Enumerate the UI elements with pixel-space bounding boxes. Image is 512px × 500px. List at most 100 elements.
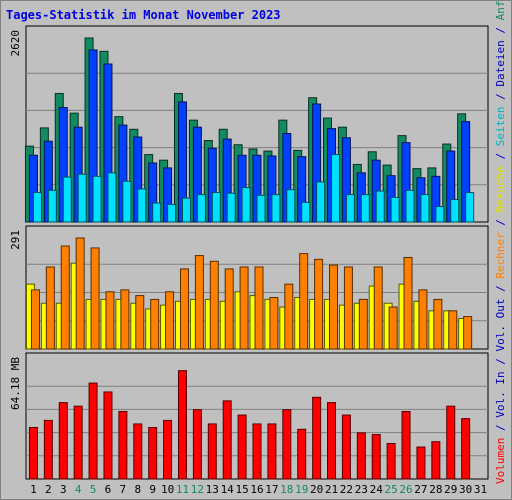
legend-entry: / xyxy=(494,418,507,438)
x-tick-label: 5 xyxy=(90,483,97,496)
bar-volumen-21 xyxy=(327,402,337,480)
legend-entry: Besuche xyxy=(494,166,507,212)
bar-rechner-17 xyxy=(269,297,279,350)
x-tick-label: 15 xyxy=(235,483,248,496)
x-tick-label: 24 xyxy=(370,483,384,496)
bar-rechner-29 xyxy=(448,310,458,350)
bar-rechner-6 xyxy=(105,291,115,350)
legend-entry: Rechner xyxy=(494,232,507,279)
legend-entry: / xyxy=(494,279,507,299)
bar-rechner-18 xyxy=(284,283,294,350)
legend-entry: Volumen xyxy=(494,438,507,484)
bar-volumen-6 xyxy=(103,391,113,480)
legend-entry: Vol. In xyxy=(494,371,507,417)
x-tick-label: 16 xyxy=(250,483,263,496)
x-tick-label: 14 xyxy=(221,483,235,496)
bar-rechner-2 xyxy=(45,266,55,350)
legend-entry: Anfragen xyxy=(494,0,507,20)
bar-volumen-26 xyxy=(401,411,411,480)
bar-volumen-1 xyxy=(28,426,38,480)
bar-seiten-16 xyxy=(256,194,266,223)
bar-seiten-8 xyxy=(137,188,147,223)
bar-rechner-16 xyxy=(254,266,264,350)
legend-entry: / xyxy=(494,146,507,166)
y-max-label: 2620 xyxy=(9,30,22,57)
bar-rechner-27 xyxy=(418,289,428,350)
x-tick-label: 26 xyxy=(399,483,412,496)
bar-rechner-3 xyxy=(60,245,70,350)
bar-seiten-2 xyxy=(47,189,57,223)
bar-rechner-30 xyxy=(463,316,473,350)
bar-seiten-11 xyxy=(181,197,191,223)
bar-rechner-22 xyxy=(343,266,353,350)
bar-volumen-15 xyxy=(237,414,247,480)
bar-seiten-29 xyxy=(450,199,460,223)
bar-rechner-5 xyxy=(90,247,100,350)
bar-seiten-10 xyxy=(167,203,177,223)
bar-rechner-28 xyxy=(433,298,443,350)
bar-volumen-8 xyxy=(133,423,143,480)
bar-seiten-14 xyxy=(226,192,236,223)
x-tick-label: 13 xyxy=(206,483,219,496)
bar-seiten-25 xyxy=(390,196,400,223)
bar-seiten-27 xyxy=(420,194,430,223)
bar-rechner-7 xyxy=(120,289,130,350)
legend-entry: / xyxy=(494,352,507,372)
bar-rechner-8 xyxy=(135,295,145,350)
bar-volumen-19 xyxy=(297,428,307,480)
legend-entry: Vol. Out xyxy=(494,299,507,352)
bar-seiten-17 xyxy=(271,194,281,223)
bar-seiten-1 xyxy=(32,192,42,223)
bar-volumen-16 xyxy=(252,423,262,480)
bar-rechner-25 xyxy=(388,306,398,350)
x-tick-label: 27 xyxy=(414,483,427,496)
x-tick-label: 30 xyxy=(459,483,472,496)
y-max-label: 291 xyxy=(9,230,22,250)
bar-rechner-15 xyxy=(239,266,249,350)
bar-seiten-26 xyxy=(405,189,415,223)
bar-rechner-4 xyxy=(75,237,85,350)
series-rechner xyxy=(30,237,473,350)
x-tick-label: 3 xyxy=(60,483,67,496)
bar-volumen-13 xyxy=(207,423,217,480)
legend-entry: / xyxy=(494,20,507,40)
bar-seiten-20 xyxy=(316,181,326,223)
bar-seiten-7 xyxy=(122,180,132,223)
bar-volumen-30 xyxy=(461,418,471,480)
bar-rechner-23 xyxy=(358,298,368,350)
bar-volumen-5 xyxy=(88,382,98,480)
x-tick-label: 31 xyxy=(474,483,487,496)
x-tick-label: 11 xyxy=(176,483,189,496)
x-tick-label: 21 xyxy=(325,483,338,496)
x-tick-label: 4 xyxy=(75,483,82,496)
bar-seiten-13 xyxy=(211,192,221,223)
bar-volumen-14 xyxy=(222,400,232,480)
x-tick-label: 28 xyxy=(429,483,442,496)
x-tick-label: 9 xyxy=(149,483,156,496)
x-tick-label: 22 xyxy=(340,483,353,496)
chart-panel-middle: 291 xyxy=(9,225,489,350)
bar-rechner-11 xyxy=(179,268,189,350)
bar-seiten-30 xyxy=(465,192,475,223)
bar-volumen-11 xyxy=(177,370,187,480)
legend-entry: / xyxy=(494,212,507,232)
chart-panels: 2620 291 64.18 MB xyxy=(9,25,489,480)
x-tick-label: 23 xyxy=(355,483,368,496)
bar-volumen-4 xyxy=(73,405,83,480)
x-tick-label: 6 xyxy=(105,483,112,496)
bar-rechner-9 xyxy=(150,298,160,350)
right-legend-text: Volumen / Vol. In / Vol. Out / Rechner /… xyxy=(494,0,507,484)
bar-rechner-13 xyxy=(209,260,219,350)
bar-rechner-12 xyxy=(194,255,204,350)
bar-seiten-19 xyxy=(301,201,311,223)
bar-rechner-10 xyxy=(165,291,175,350)
x-tick-label: 1 xyxy=(30,483,37,496)
bar-seiten-3 xyxy=(62,176,72,223)
bar-volumen-18 xyxy=(282,409,292,480)
x-tick-label: 17 xyxy=(265,483,278,496)
x-tick-label: 8 xyxy=(134,483,141,496)
bar-volumen-17 xyxy=(267,423,277,480)
bar-volumen-7 xyxy=(118,411,128,480)
x-tick-label: 12 xyxy=(191,483,204,496)
